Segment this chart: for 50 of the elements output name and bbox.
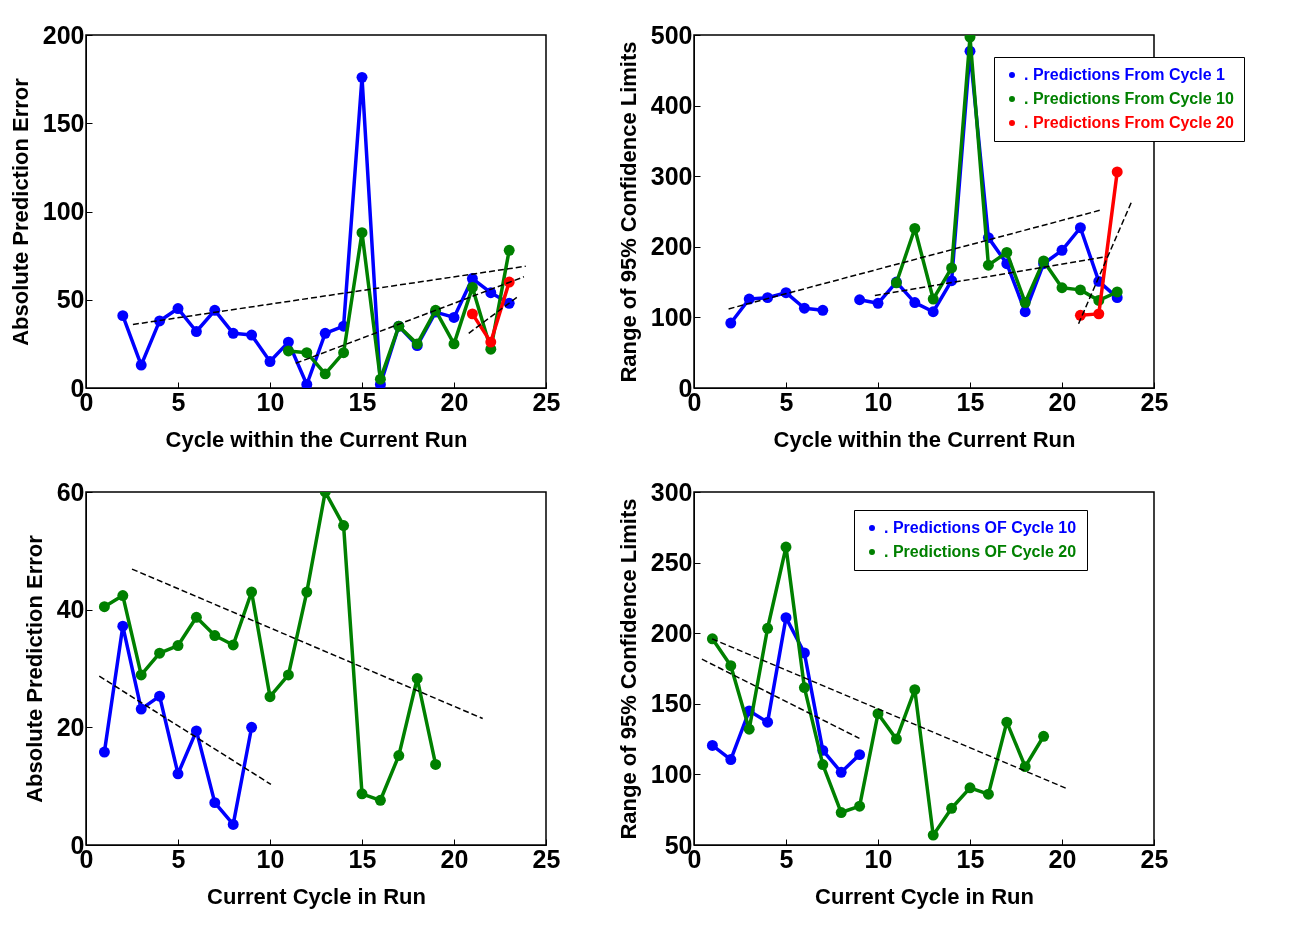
legend-label: . Predictions OF Cycle 20 (884, 543, 1077, 560)
x-axis-title: Current Cycle in Run (207, 883, 426, 909)
x-tick-label: 15 (348, 387, 377, 416)
x-tick-label: 5 (779, 844, 794, 873)
x-tick-label: 15 (956, 387, 985, 416)
x-tick-label: 25 (532, 844, 561, 873)
legend-label: . Predictions From Cycle 1 (1024, 66, 1226, 83)
y-tick-label: 150 (650, 689, 693, 718)
y-axis-title: Range of 95% Confidence Limits (615, 41, 641, 383)
y-tick-label: 40 (56, 595, 85, 624)
y-tick-label: 250 (650, 548, 693, 577)
x-tick-label: 15 (956, 844, 985, 873)
legend-label: . Predictions OF Cycle 10 (884, 519, 1077, 536)
x-axis-title: Cycle within the Current Run (165, 426, 468, 452)
x-tick-label: 15 (348, 844, 377, 873)
y-axis-title: Absolute Prediction Error (7, 77, 33, 346)
y-axis-title: Absolute Prediction Error (21, 534, 47, 803)
y-tick-label: 500 (650, 20, 693, 49)
x-axis-title: Cycle within the Current Run (773, 426, 1076, 452)
y-tick-label: 60 (56, 477, 85, 506)
x-tick-label: 5 (171, 387, 186, 416)
x-tick-label: 10 (864, 387, 893, 416)
y-tick-label: 20 (56, 712, 85, 741)
y-tick-label: 300 (650, 477, 693, 506)
x-tick-label: 10 (256, 387, 285, 416)
y-tick-label: 400 (650, 91, 693, 120)
legend-label: . Predictions From Cycle 10 (1024, 90, 1234, 107)
x-tick-label: 20 (440, 387, 469, 416)
x-tick-label: 20 (1048, 387, 1077, 416)
x-tick-label: 20 (440, 844, 469, 873)
x-tick-label: 10 (256, 844, 285, 873)
x-tick-label: 25 (1140, 844, 1169, 873)
y-axis-title: Range of 95% Confidence Limits (615, 498, 641, 840)
x-tick-label: 25 (532, 387, 561, 416)
y-tick-label: 100 (42, 197, 85, 225)
x-tick-label: 25 (1140, 387, 1169, 416)
y-tick-label: 150 (42, 108, 85, 137)
y-tick-label: 200 (650, 618, 693, 647)
y-tick-label: 200 (650, 232, 693, 261)
y-tick-label: 200 (42, 20, 85, 49)
x-tick-label: 10 (864, 844, 893, 873)
x-axis-title: Current Cycle in Run (815, 883, 1034, 909)
y-tick-label: 100 (650, 302, 693, 331)
y-tick-label: 300 (650, 161, 693, 190)
x-tick-label: 20 (1048, 844, 1077, 873)
y-tick-label: 50 (56, 285, 85, 314)
x-tick-label: 5 (779, 387, 794, 416)
legend-label: . Predictions From Cycle 20 (1024, 114, 1234, 131)
y-tick-label: 100 (650, 759, 693, 788)
x-tick-label: 5 (171, 844, 186, 873)
